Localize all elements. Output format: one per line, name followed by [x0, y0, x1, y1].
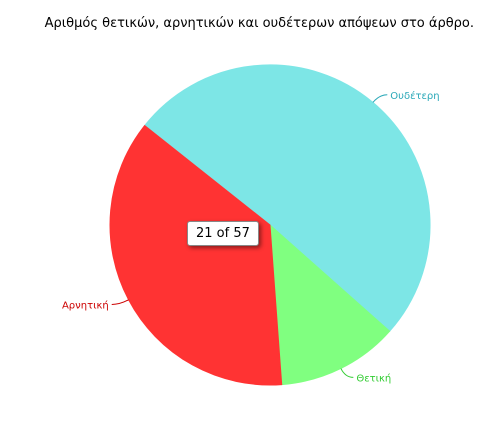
slice-leader-line-1: [340, 368, 354, 378]
pie-slice-0[interactable]: [143, 64, 431, 332]
slice-label-1: Θετική: [356, 372, 391, 384]
slice-leader-line-0: [372, 94, 388, 103]
slice-leader-line-2: [111, 299, 129, 305]
slice-tooltip: 21 of 57: [187, 221, 259, 246]
chart-title: Αριθμός θετικών, αρνητικών και ουδέτερων…: [44, 16, 474, 31]
slice-label-2: Αρνητική: [62, 300, 109, 312]
pie-slice-2[interactable]: [109, 124, 283, 386]
slice-label-0: Ουδέτερη: [390, 90, 439, 102]
